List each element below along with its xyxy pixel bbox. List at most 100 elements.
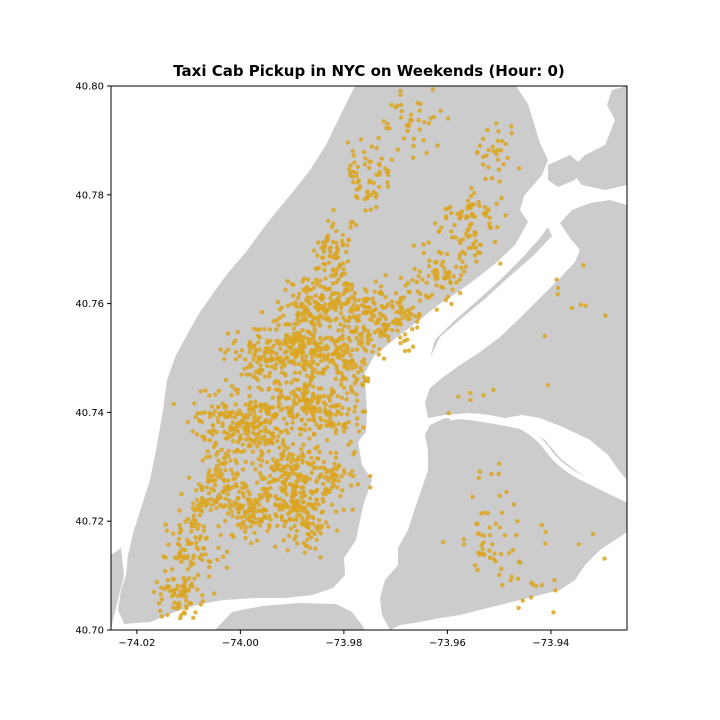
pickup-point — [283, 477, 288, 482]
pickup-point — [308, 375, 313, 381]
pickup-point — [356, 339, 362, 344]
pickup-point — [263, 487, 268, 492]
pickup-point — [238, 521, 244, 527]
pickup-point — [307, 476, 312, 481]
pickup-point — [163, 555, 168, 560]
pickup-point — [442, 276, 447, 281]
pickup-point — [297, 387, 303, 392]
pickup-point — [281, 538, 286, 543]
pickup-point — [301, 287, 306, 292]
pickup-point — [296, 454, 301, 459]
x-tick-label: −73.94 — [532, 638, 569, 649]
pickup-point — [274, 496, 280, 501]
pickup-point — [179, 613, 184, 618]
pickup-point — [302, 550, 308, 555]
pickup-point — [401, 136, 407, 141]
land-roosevelt-island — [430, 227, 552, 358]
pickup-point — [274, 514, 279, 519]
pickup-point — [231, 427, 236, 432]
pickup-point — [494, 152, 499, 157]
pickup-point — [206, 471, 211, 477]
pickup-point — [185, 516, 190, 522]
pickup-point — [328, 249, 333, 255]
pickup-point — [234, 460, 239, 466]
pickup-point — [393, 291, 399, 296]
pickup-point — [494, 121, 499, 126]
pickup-point — [245, 415, 250, 420]
pickup-point — [159, 585, 164, 590]
pickup-point — [412, 314, 418, 319]
pickup-point — [307, 521, 312, 526]
pickup-point — [352, 160, 357, 165]
pickup-point — [330, 267, 336, 272]
pickup-point — [386, 322, 391, 328]
pickup-point — [293, 337, 299, 343]
pickup-point — [248, 498, 254, 503]
pickup-point — [454, 280, 459, 285]
pickup-point — [336, 402, 342, 408]
pickup-point — [336, 351, 342, 357]
pickup-point — [283, 287, 288, 292]
pickup-point — [330, 239, 336, 245]
pickup-point — [466, 198, 471, 203]
pickup-point — [202, 410, 208, 415]
pickup-point — [309, 470, 314, 475]
pickup-point — [294, 414, 299, 419]
pickup-point — [233, 402, 238, 407]
pickup-point — [313, 501, 318, 507]
pickup-point — [256, 340, 261, 345]
pickup-point — [300, 328, 305, 333]
pickup-point — [186, 475, 192, 480]
pickup-point — [438, 225, 444, 230]
pickup-point — [221, 461, 226, 466]
pickup-point — [355, 347, 360, 352]
pickup-point — [424, 150, 429, 156]
pickup-point — [341, 375, 347, 380]
pickup-point — [340, 405, 345, 411]
pickup-point — [411, 143, 416, 149]
pickup-point — [310, 359, 315, 364]
pickup-point — [483, 210, 488, 215]
pickup-point — [219, 447, 224, 452]
pickup-point — [469, 245, 474, 250]
pickup-point — [348, 225, 353, 230]
pickup-point — [420, 277, 425, 282]
pickup-point — [280, 440, 286, 446]
pickup-point — [316, 397, 321, 402]
pickup-point — [318, 340, 324, 345]
pickup-point — [207, 438, 213, 443]
pickup-point — [372, 313, 377, 319]
pickup-point — [495, 138, 500, 144]
pickup-point — [351, 374, 357, 379]
pickup-point — [321, 481, 326, 487]
pickup-point — [245, 432, 250, 437]
pickup-point — [477, 203, 482, 209]
pickup-point — [427, 258, 432, 263]
pickup-point — [301, 490, 306, 495]
pickup-point — [247, 514, 252, 519]
pickup-point — [349, 295, 354, 300]
pickup-point — [353, 404, 358, 409]
pickup-point — [200, 488, 205, 493]
pickup-point — [352, 291, 358, 296]
pickup-point — [314, 525, 319, 530]
pickup-point — [472, 563, 478, 568]
pickup-point — [294, 483, 299, 488]
pickup-point — [177, 543, 183, 548]
pickup-point — [255, 424, 260, 430]
pickup-point — [479, 551, 484, 556]
pickup-point — [327, 488, 332, 493]
pickup-point — [333, 450, 339, 456]
pickup-point — [487, 215, 492, 220]
pickup-point — [323, 302, 328, 307]
pickup-point — [362, 374, 367, 380]
pickup-point — [480, 136, 486, 142]
pickup-point — [339, 411, 344, 417]
pickup-point — [553, 588, 558, 593]
pickup-point — [460, 259, 465, 264]
pickup-point — [459, 265, 464, 270]
pickup-point — [338, 322, 343, 327]
pickup-point — [345, 412, 350, 417]
pickup-point — [250, 430, 256, 435]
pickup-point — [385, 184, 391, 189]
